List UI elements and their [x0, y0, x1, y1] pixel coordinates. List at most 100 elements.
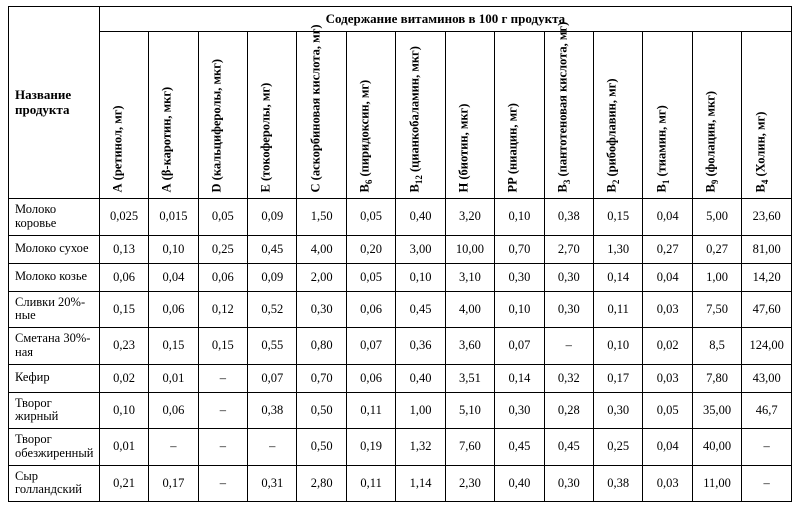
cell-b2: 0,30: [594, 392, 643, 429]
cell-d: 0,06: [198, 263, 247, 291]
cell-a_ret: 0,21: [99, 465, 148, 502]
col-header-b4: В4 (Холин, мг): [742, 32, 792, 199]
cell-a_bcar: 0,06: [149, 392, 198, 429]
cell-b2: 1,30: [594, 235, 643, 263]
cell-b1: 0,04: [643, 429, 692, 466]
cell-a_bcar: 0,015: [149, 199, 198, 236]
row-name: Молоко сухое: [9, 235, 100, 263]
table-row: Кефир0,020,01–0,070,700,060,403,510,140,…: [9, 364, 792, 392]
vitamin-table: Название продукта Содержание витаминов в…: [8, 6, 792, 502]
col-header-b2: В2 (рибофлавин, мг): [594, 32, 643, 199]
cell-a_ret: 0,23: [99, 328, 148, 365]
table-row: Творог жирный0,100,06–0,380,500,111,005,…: [9, 392, 792, 429]
cell-b6: 0,05: [346, 263, 395, 291]
cell-c: 0,50: [297, 392, 346, 429]
cell-pp: 0,45: [495, 429, 544, 466]
table-row: Сыр голландский0,210,17–0,312,800,111,14…: [9, 465, 792, 502]
cell-a_bcar: 0,17: [149, 465, 198, 502]
cell-d: –: [198, 364, 247, 392]
cell-b6: 0,11: [346, 465, 395, 502]
cell-e: 0,38: [248, 392, 297, 429]
cell-a_bcar: 0,10: [149, 235, 198, 263]
cell-b4: 14,20: [742, 263, 792, 291]
cell-e: 0,09: [248, 263, 297, 291]
cell-b6: 0,20: [346, 235, 395, 263]
cell-a_ret: 0,10: [99, 392, 148, 429]
cell-b4: –: [742, 429, 792, 466]
cell-a_bcar: 0,15: [149, 328, 198, 365]
cell-b12: 1,00: [396, 392, 445, 429]
cell-b9: 35,00: [692, 392, 741, 429]
cell-e: –: [248, 429, 297, 466]
cell-a_ret: 0,15: [99, 291, 148, 328]
col-header-b1: В1 (тиамин, мг): [643, 32, 692, 199]
cell-c: 1,50: [297, 199, 346, 236]
cell-b6: 0,07: [346, 328, 395, 365]
cell-h: 3,60: [445, 328, 494, 365]
cell-h: 3,20: [445, 199, 494, 236]
cell-b3: 0,30: [544, 465, 593, 502]
cell-b9: 5,00: [692, 199, 741, 236]
cell-b4: 124,00: [742, 328, 792, 365]
cell-pp: 0,07: [495, 328, 544, 365]
cell-e: 0,45: [248, 235, 297, 263]
cell-b12: 0,40: [396, 199, 445, 236]
cell-b12: 3,00: [396, 235, 445, 263]
row-name: Молоко коровье: [9, 199, 100, 236]
row-name: Кефир: [9, 364, 100, 392]
cell-b9: 7,50: [692, 291, 741, 328]
cell-b1: 0,03: [643, 291, 692, 328]
cell-b12: 1,14: [396, 465, 445, 502]
col-header-d: D (кальциферолы, мкг): [198, 32, 247, 199]
cell-b12: 0,40: [396, 364, 445, 392]
cell-pp: 0,10: [495, 199, 544, 236]
cell-pp: 0,30: [495, 392, 544, 429]
cell-pp: 0,14: [495, 364, 544, 392]
cell-b1: 0,02: [643, 328, 692, 365]
cell-b4: 46,7: [742, 392, 792, 429]
cell-b1: 0,05: [643, 392, 692, 429]
cell-b9: 11,00: [692, 465, 741, 502]
cell-b3: 0,30: [544, 291, 593, 328]
table-row: Молоко козье0,060,040,060,092,000,050,10…: [9, 263, 792, 291]
cell-h: 4,00: [445, 291, 494, 328]
cell-h: 3,10: [445, 263, 494, 291]
cell-d: –: [198, 465, 247, 502]
cell-b4: 81,00: [742, 235, 792, 263]
cell-h: 2,30: [445, 465, 494, 502]
cell-b1: 0,04: [643, 263, 692, 291]
row-name: Молоко козье: [9, 263, 100, 291]
cell-b9: 0,27: [692, 235, 741, 263]
table-row: Сметана 30%-ная0,230,150,150,550,800,070…: [9, 328, 792, 365]
cell-a_bcar: 0,04: [149, 263, 198, 291]
cell-b2: 0,11: [594, 291, 643, 328]
col-header-b12: В12 (цианкобаламин, мкг): [396, 32, 445, 199]
cell-pp: 0,30: [495, 263, 544, 291]
cell-b2: 0,15: [594, 199, 643, 236]
cell-a_ret: 0,025: [99, 199, 148, 236]
cell-b9: 7,80: [692, 364, 741, 392]
cell-c: 0,80: [297, 328, 346, 365]
cell-b6: 0,11: [346, 392, 395, 429]
row-name: Творог обезжиренный: [9, 429, 100, 466]
cell-e: 0,09: [248, 199, 297, 236]
cell-h: 5,10: [445, 392, 494, 429]
cell-pp: 0,70: [495, 235, 544, 263]
super-header: Содержание витаминов в 100 г продукта: [99, 7, 791, 32]
cell-pp: 0,40: [495, 465, 544, 502]
cell-a_ret: 0,02: [99, 364, 148, 392]
cell-b2: 0,17: [594, 364, 643, 392]
cell-b4: 23,60: [742, 199, 792, 236]
col-header-h: Н (биотин, мкг): [445, 32, 494, 199]
cell-c: 2,00: [297, 263, 346, 291]
cell-c: 2,80: [297, 465, 346, 502]
cell-b4: 47,60: [742, 291, 792, 328]
cell-b4: 43,00: [742, 364, 792, 392]
cell-c: 4,00: [297, 235, 346, 263]
cell-a_bcar: 0,06: [149, 291, 198, 328]
row-name: Сливки 20%-ные: [9, 291, 100, 328]
cell-b1: 0,27: [643, 235, 692, 263]
cell-h: 3,51: [445, 364, 494, 392]
cell-b3: 0,45: [544, 429, 593, 466]
cell-d: 0,12: [198, 291, 247, 328]
